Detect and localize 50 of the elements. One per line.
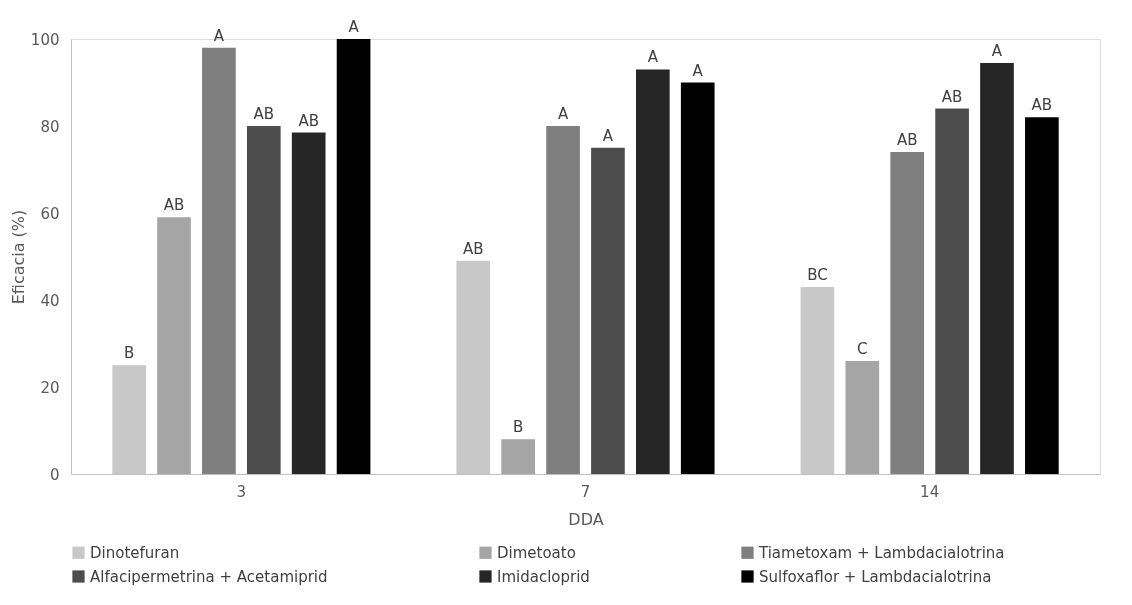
y-tick-label: 20 bbox=[40, 378, 60, 397]
bar bbox=[890, 152, 925, 474]
data-label: AB bbox=[1031, 96, 1053, 115]
legend-label: Dimetoato bbox=[497, 543, 576, 562]
data-label: C bbox=[857, 339, 868, 358]
data-label: A bbox=[213, 26, 225, 45]
data-label: B bbox=[123, 344, 135, 363]
bar bbox=[246, 126, 281, 474]
bar bbox=[546, 126, 580, 474]
bar bbox=[845, 360, 880, 474]
data-label: A bbox=[602, 126, 614, 145]
bar bbox=[636, 69, 670, 474]
legend-label: Alfacipermetrina + Acetamiprid bbox=[90, 567, 328, 586]
data-label: BC bbox=[807, 265, 828, 284]
data-label: A bbox=[557, 105, 569, 123]
bar bbox=[1025, 117, 1059, 474]
bar bbox=[935, 108, 969, 474]
legend-label: Tiametoxam + Lambdacialotrina bbox=[758, 543, 1005, 562]
bar bbox=[680, 82, 715, 474]
y-tick-label: 80 bbox=[40, 117, 60, 136]
x-axis-title: DDA bbox=[568, 509, 604, 529]
data-label: AB bbox=[896, 131, 918, 150]
data-label: A bbox=[348, 18, 360, 36]
bar bbox=[591, 147, 625, 474]
y-tick-label: 40 bbox=[40, 291, 60, 310]
y-tick-label: 60 bbox=[40, 204, 60, 223]
data-label: AB bbox=[463, 239, 484, 258]
bar bbox=[501, 439, 535, 474]
bar bbox=[980, 62, 1014, 474]
x-tick-label: 3 bbox=[236, 482, 247, 501]
data-label: AB bbox=[941, 87, 963, 106]
legend-label: Dinotefuran bbox=[90, 543, 180, 562]
bar bbox=[336, 39, 371, 474]
data-label: AB bbox=[253, 105, 275, 123]
y-tick-label: 0 bbox=[49, 465, 60, 484]
data-label: A bbox=[647, 48, 659, 67]
bar bbox=[202, 47, 236, 474]
data-label: AB bbox=[163, 196, 185, 215]
data-label: A bbox=[991, 41, 1003, 60]
y-tick-label: 100 bbox=[30, 30, 60, 49]
data-label: A bbox=[692, 61, 704, 80]
data-label: AB bbox=[298, 111, 319, 130]
y-axis-title: Eficacia (%) bbox=[8, 209, 28, 305]
bar bbox=[157, 217, 191, 474]
legend-label: Sulfoxaflor + Lambdacialotrina bbox=[759, 567, 992, 586]
legend-label: Imidacloprid bbox=[497, 567, 590, 586]
data-label: B bbox=[513, 418, 524, 437]
x-tick-label: 7 bbox=[580, 482, 591, 501]
x-tick-label: 14 bbox=[920, 482, 940, 501]
bar bbox=[291, 132, 326, 474]
